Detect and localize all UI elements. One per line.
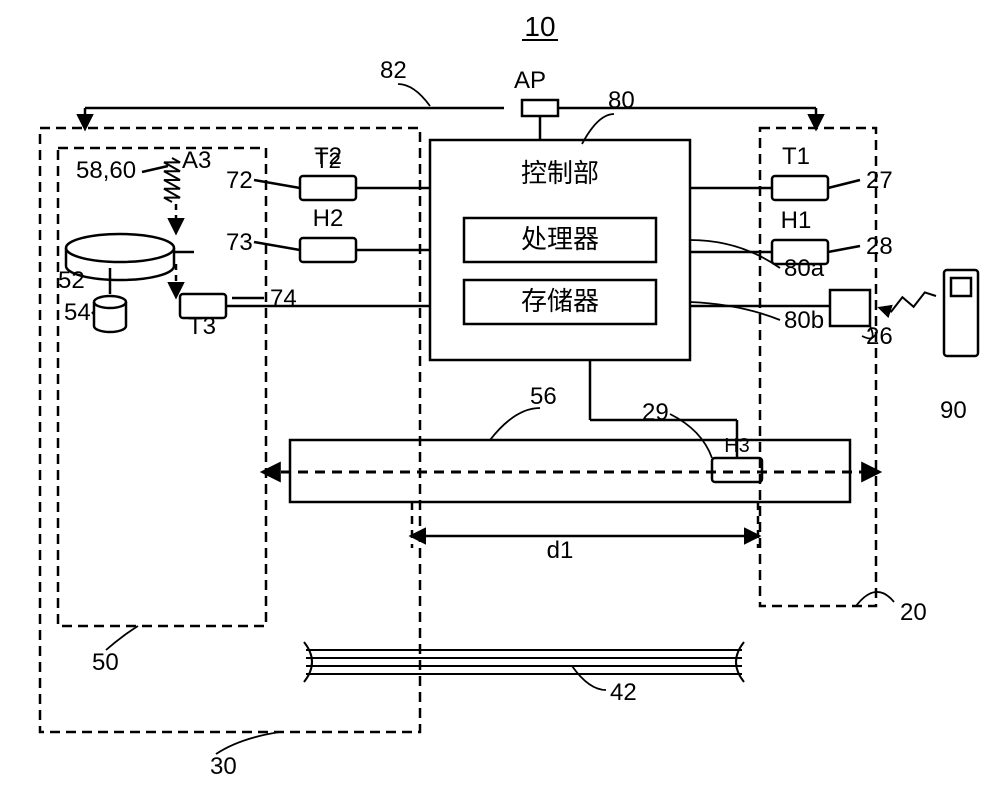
ref-28: 28	[866, 233, 893, 260]
ref-30: 30	[210, 753, 237, 780]
label-H1: H1	[781, 207, 812, 234]
ref-50: 50	[92, 649, 119, 676]
label-AP: AP	[514, 67, 546, 94]
ref-82: 82	[380, 57, 407, 84]
processor-label: 处理器	[521, 224, 599, 254]
label-T3: T3	[188, 313, 216, 340]
control-title: 控制部	[521, 158, 599, 188]
ref-52: 52	[58, 267, 85, 294]
ref-56: 56	[530, 383, 557, 410]
ref-80b: 80b	[784, 307, 824, 334]
ref-54: 54	[64, 299, 91, 326]
figure-title: 10	[524, 11, 555, 42]
ref-74: 74	[270, 285, 297, 312]
label-T2: T2	[314, 143, 342, 170]
ref-90: 90	[940, 397, 967, 424]
ref-58-60: 58,60	[76, 157, 136, 184]
dim-d1: d1	[547, 537, 574, 564]
ref-27: 27	[866, 167, 893, 194]
ref-20: 20	[900, 599, 927, 626]
label-A3: A3	[182, 147, 211, 174]
ref-72: 72	[226, 167, 253, 194]
ref-42: 42	[610, 679, 637, 706]
label-H2: H2	[313, 205, 344, 232]
label-T1: T1	[782, 143, 810, 170]
diagram-canvas: 1082AP80控制部处理器存储器80a80bT2T272H273T374T12…	[0, 0, 1000, 801]
ref-73: 73	[226, 229, 253, 256]
ref-80: 80	[608, 87, 635, 114]
memory-label: 存储器	[521, 286, 599, 316]
ref-80a: 80a	[784, 255, 825, 282]
ref-29: 29	[642, 399, 669, 426]
